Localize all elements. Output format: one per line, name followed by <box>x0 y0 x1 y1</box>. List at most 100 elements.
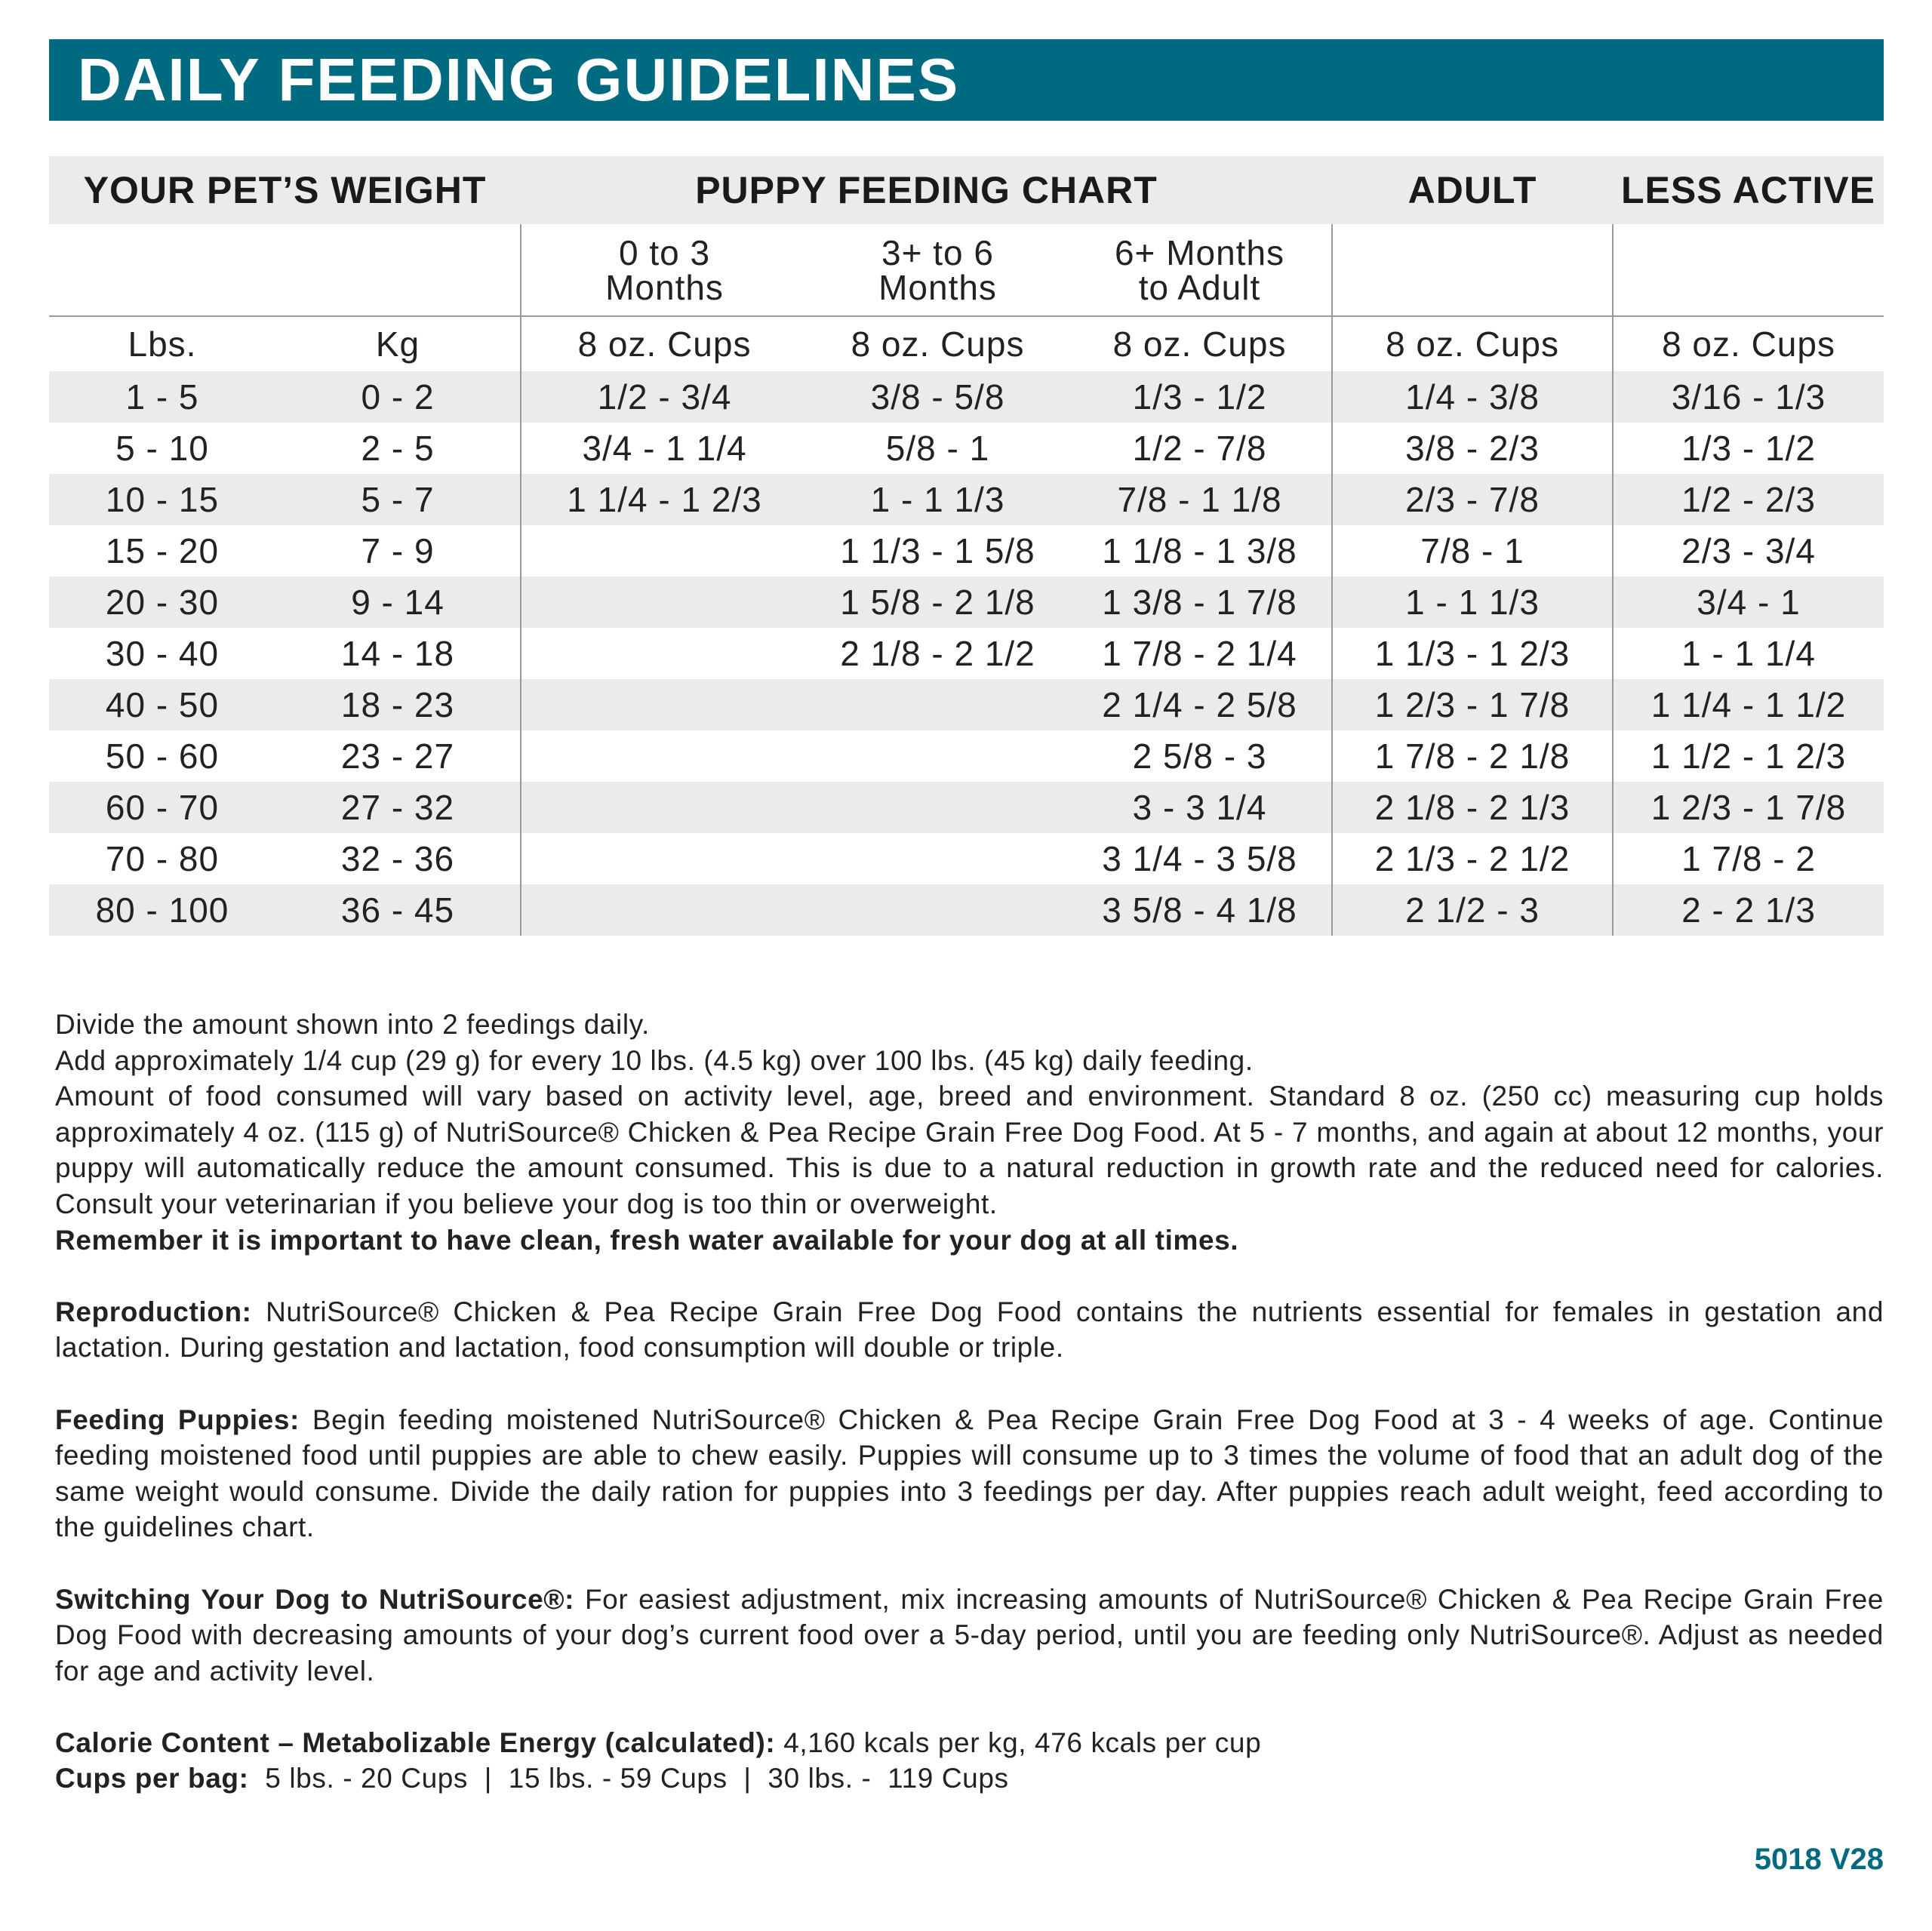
cell-kg: 23 - 27 <box>340 736 455 776</box>
table-row: 5 - 10 2 - 5 3/4 - 1 1/4 5/8 - 1 1/2 - 7/8 3/… <box>49 423 1884 474</box>
cell-p3: 3 5/8 - 4 1/8 <box>1068 884 1333 936</box>
cell-lbs: 30 - 40 <box>105 634 220 673</box>
cell-less: 1 1/2 - 1 2/3 <box>1612 730 1884 782</box>
cell-lbs: 20 - 30 <box>49 577 275 628</box>
cell-lbs: 70 - 80 <box>105 839 220 878</box>
cell-adult: 1 2/3 - 1 7/8 <box>1331 679 1614 730</box>
text: NutriSource® Chicken & Pea Recipe Grain … <box>55 1296 1884 1364</box>
table-row: 15 - 20 7 - 9 1 1/3 - 1 5/8 1 1/8 - 1 3/8 7/… <box>49 525 1884 577</box>
cell-p3: 7/8 - 1 1/8 <box>1068 474 1333 525</box>
cell-less: 1 - 1 1/4 <box>1612 628 1884 679</box>
unit-cups: 8 oz. Cups <box>1112 324 1287 364</box>
cell-kg: 14 - 18 <box>340 634 455 673</box>
cell-p1 <box>520 577 808 628</box>
label: Reproduction: <box>55 1296 252 1327</box>
table-row: 30 - 40 14 - 18 2 1/8 - 2 1/2 1 7/8 - 2 1/4… <box>49 628 1884 679</box>
cell-lbs: 1 - 5 <box>49 371 275 423</box>
label: Feeding Puppies: <box>55 1404 300 1435</box>
cell-less: 2 - 2 1/3 <box>1612 884 1884 936</box>
cell-kg: 7 - 9 <box>361 531 435 570</box>
blank <box>1331 224 1614 317</box>
cell-p2: 5/8 - 1 <box>885 429 990 468</box>
cell-less: 1 1/4 - 1 1/2 <box>1612 679 1884 730</box>
cell-p1 <box>520 730 808 782</box>
cell-adult: 2/3 - 7/8 <box>1331 474 1614 525</box>
cell-less: 1/2 - 2/3 <box>1612 474 1884 525</box>
cell-less: 1/3 - 1/2 <box>1612 423 1884 474</box>
table-row: 40 - 50 18 - 23 2 1/4 - 2 5/8 1 2/3 - 1 7/8… <box>49 679 1884 730</box>
cell-adult: 1 1/3 - 1 2/3 <box>1331 628 1614 679</box>
note-cups: Cups per bag: 5 lbs. - 20 Cups | 15 lbs.… <box>55 1760 1884 1797</box>
cell-lbs: 15 - 20 <box>105 531 220 570</box>
page-title: DAILY FEEDING GUIDELINES <box>78 46 960 113</box>
cell-lbs: 80 - 100 <box>49 884 275 936</box>
age-3-6: 3+ to 6 Months <box>808 224 1069 317</box>
cell-p3: 2 1/4 - 2 5/8 <box>1068 679 1333 730</box>
cell-adult: 2 1/8 - 2 1/3 <box>1331 782 1614 833</box>
unit-cups: 8 oz. Cups <box>520 316 808 371</box>
header-adult: ADULT <box>1332 156 1614 224</box>
cell-p3: 1 7/8 - 2 1/4 <box>1102 634 1297 673</box>
cell-p3: 1/2 - 7/8 <box>1132 429 1267 468</box>
cell-p2 <box>808 730 1068 782</box>
cell-less: 3/16 - 1/3 <box>1612 371 1884 423</box>
notes: Divide the amount shown into 2 feedings … <box>55 1007 1884 1797</box>
units-row: Lbs. Kg 8 oz. Cups 8 oz. Cups 8 oz. Cups… <box>49 316 1884 371</box>
cell-p1: 3/4 - 1 1/4 <box>520 423 808 474</box>
table-row: 70 - 80 32 - 36 3 1/4 - 3 5/8 2 1/3 - 2 1/2… <box>49 833 1884 884</box>
cell-kg: 18 - 23 <box>275 679 521 730</box>
product-code: 5018 V28 <box>1754 1843 1884 1876</box>
cell-less: 3/4 - 1 <box>1612 577 1884 628</box>
cell-p1: 1 1/4 - 1 2/3 <box>520 474 808 525</box>
cell-p1 <box>520 525 808 577</box>
note-calorie: Calorie Content – Metabolizable Energy (… <box>55 1725 1884 1761</box>
label: Cups per bag: <box>55 1763 249 1794</box>
cell-lbs: 40 - 50 <box>49 679 275 730</box>
text: 4,160 kcals per kg, 476 kcals per cup <box>775 1727 1262 1758</box>
cell-lbs: 5 - 10 <box>115 429 209 468</box>
cell-kg: 36 - 45 <box>275 884 521 936</box>
text: For easiest adjustment, mix increasing a… <box>55 1583 1884 1687</box>
label: Switching Your Dog to NutriSource®: <box>55 1583 575 1615</box>
cell-p2 <box>808 833 1068 884</box>
cell-p2: 1 1/3 - 1 5/8 <box>840 531 1035 570</box>
cell-kg: 2 - 5 <box>361 429 435 468</box>
note-amount: Amount of food consumed will vary based … <box>55 1081 1884 1219</box>
cell-p2 <box>808 884 1069 936</box>
note-water: Remember it is important to have clean, … <box>55 1224 1239 1256</box>
cell-p3: 1 1/8 - 1 3/8 <box>1102 531 1297 570</box>
unit-cups: 8 oz. Cups <box>1331 316 1614 371</box>
header-weight: YOUR PET’S WEIGHT <box>49 156 521 224</box>
cell-p3: 1/3 - 1/2 <box>1068 371 1333 423</box>
cell-p3: 3 1/4 - 3 5/8 <box>1102 839 1297 878</box>
cell-p2 <box>808 679 1069 730</box>
note-reproduction: Reproduction: NutriSource® Chicken & Pea… <box>55 1294 1884 1366</box>
cell-less: 2/3 - 3/4 <box>1612 525 1884 577</box>
cell-lbs: 50 - 60 <box>105 736 220 776</box>
unit-lbs: Lbs. <box>128 324 197 364</box>
age-6-adult: 6+ Months to Adult <box>1068 224 1333 317</box>
cell-p1 <box>520 782 808 833</box>
cell-adult: 7/8 - 1 <box>1331 525 1614 577</box>
cell-adult: 2 1/2 - 3 <box>1331 884 1614 936</box>
table-row: 60 - 70 27 - 32 3 - 3 1/4 2 1/8 - 2 1/3 1 2/… <box>49 782 1884 833</box>
note-switching: Switching Your Dog to NutriSource®: For … <box>55 1582 1884 1690</box>
cell-p2: 1 5/8 - 2 1/8 <box>808 577 1069 628</box>
cell-p1 <box>520 679 808 730</box>
unit-cups: 8 oz. Cups <box>851 324 1025 364</box>
cell-p1 <box>520 884 808 936</box>
cell-kg: 27 - 32 <box>275 782 521 833</box>
table-header-row: YOUR PET’S WEIGHT PUPPY FEEDING CHART AD… <box>49 156 1884 224</box>
cell-kg: 0 - 2 <box>275 371 521 423</box>
unit-cups: 8 oz. Cups <box>1612 316 1884 371</box>
cell-p3: 2 5/8 - 3 <box>1132 736 1267 776</box>
label: Calorie Content – Metabolizable Energy (… <box>55 1727 776 1758</box>
cell-kg: 5 - 7 <box>275 474 521 525</box>
table-row: 20 - 30 9 - 14 1 5/8 - 2 1/8 1 3/8 - 1 7/8 1… <box>49 577 1884 628</box>
cell-p3: 1 3/8 - 1 7/8 <box>1068 577 1333 628</box>
cell-adult: 1 7/8 - 2 1/8 <box>1331 730 1614 782</box>
cell-adult: 1/4 - 3/8 <box>1331 371 1614 423</box>
